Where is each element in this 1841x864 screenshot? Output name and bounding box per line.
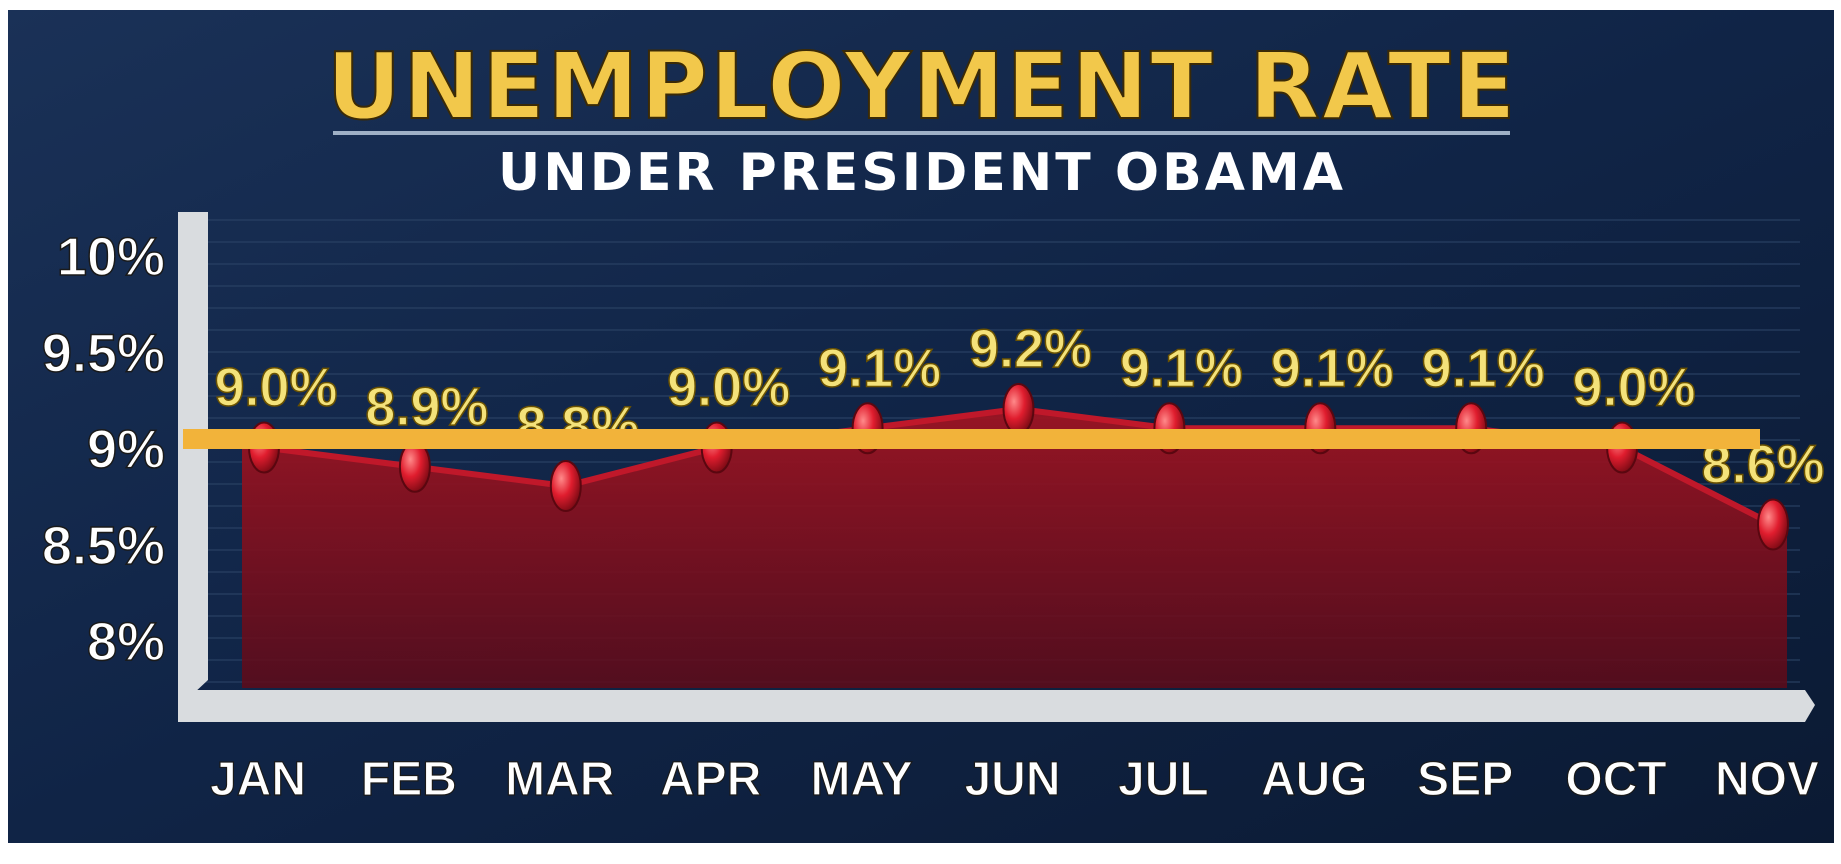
data-label: 9.1% [1422, 338, 1545, 398]
y-tick-label: 10% [57, 227, 165, 287]
data-label: 9.1% [818, 338, 941, 398]
x-tick-label: JUL [1118, 753, 1209, 806]
x-tick-label: MAY [810, 753, 912, 806]
data-point [1002, 383, 1035, 435]
data-label: 8.9% [365, 377, 488, 437]
area-fill [242, 409, 1787, 688]
y-tick-label: 8.5% [42, 516, 165, 576]
x-tick-label: APR [660, 753, 761, 806]
x-tick-label: SEP [1417, 753, 1513, 806]
chart-subtitle: UNDER PRESIDENT OBAMA [498, 143, 1346, 203]
chart-title: UNEMPLOYMENT RATE [326, 33, 1517, 140]
y-tick-label: 9% [87, 420, 165, 480]
x-tick-label: AUG [1261, 753, 1368, 806]
x-tick-label: OCT [1565, 753, 1666, 806]
data-label: 9.1% [1271, 338, 1394, 398]
x-tick-label: JAN [210, 753, 306, 806]
x-tick-label: JUN [964, 753, 1060, 806]
data-label: 9.0% [214, 358, 337, 418]
y-axis-ticks: 10% 9.5% 9% 8.5% 8% [41, 226, 166, 673]
data-point [549, 460, 582, 512]
data-label: 9.1% [1120, 338, 1243, 398]
data-labels: 9.0% 8.9% 8.8%9.0% 9.1% 9.2% 9.1% 9.1% 9.1% 9.0%… [214, 318, 1826, 495]
x-axis-ticks: JAN FEB MAR APR MAY JUN JUL AUG SEP OCT NOV [209, 752, 1819, 806]
x-axis-bar [178, 690, 1815, 722]
data-point [1757, 498, 1789, 551]
y-tick-label: 9.5% [42, 323, 165, 383]
data-label: 9.0% [667, 358, 790, 418]
data-label: 9.2% [969, 319, 1092, 379]
y-tick-label: 8% [87, 612, 165, 672]
x-tick-label: FEB [361, 753, 457, 806]
axis-frame [178, 212, 1815, 722]
x-tick-label: NOV [1715, 753, 1819, 806]
data-point [398, 440, 431, 493]
y-axis-bar [178, 212, 208, 708]
x-tick-label: MAR [505, 753, 614, 806]
data-label: 9.0% [1573, 358, 1696, 418]
